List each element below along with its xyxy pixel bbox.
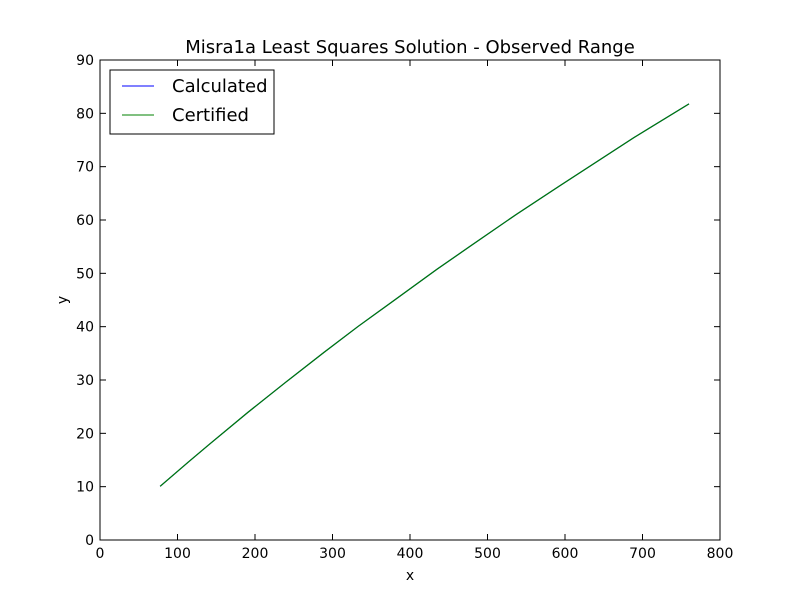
x-axis-label: x	[406, 568, 414, 584]
x-tick-label: 500	[474, 546, 501, 562]
y-tick-label: 10	[76, 480, 94, 496]
y-axis: 0 10 20 30 40 50 60 70 80 90	[76, 53, 720, 549]
x-tick-label: 200	[242, 546, 269, 562]
x-tick-label: 100	[164, 546, 191, 562]
y-tick-label: 20	[76, 426, 94, 442]
y-tick-label: 80	[76, 106, 94, 122]
x-tick-label: 400	[397, 546, 424, 562]
x-tick-label: 800	[707, 546, 734, 562]
plot-area	[159, 103, 690, 487]
legend-label-certified: Certified	[172, 105, 249, 126]
x-tick-label: 600	[552, 546, 579, 562]
y-axis-label: y	[55, 296, 71, 304]
y-tick-label: 30	[76, 373, 94, 389]
legend: Calculated Certified	[109, 69, 275, 135]
legend-label-calculated: Calculated	[172, 76, 268, 97]
y-tick-label: 0	[85, 533, 94, 549]
y-tick-label: 40	[76, 320, 94, 336]
x-tick-label: 700	[629, 546, 656, 562]
y-tick-label: 60	[76, 213, 94, 229]
series-line-calculated	[159, 103, 690, 487]
x-tick-label: 300	[319, 546, 346, 562]
y-tick-label: 90	[76, 53, 94, 69]
series-line-certified	[159, 103, 690, 487]
legend-frame	[109, 69, 275, 135]
y-tick-label: 70	[76, 160, 94, 176]
chart-title: Misra1a Least Squares Solution - Observe…	[185, 37, 635, 58]
y-tick-label: 50	[76, 266, 94, 282]
x-axis: 0 100 200 300 400 500 600 700 800	[96, 60, 734, 562]
x-tick-label: 0	[96, 546, 105, 562]
